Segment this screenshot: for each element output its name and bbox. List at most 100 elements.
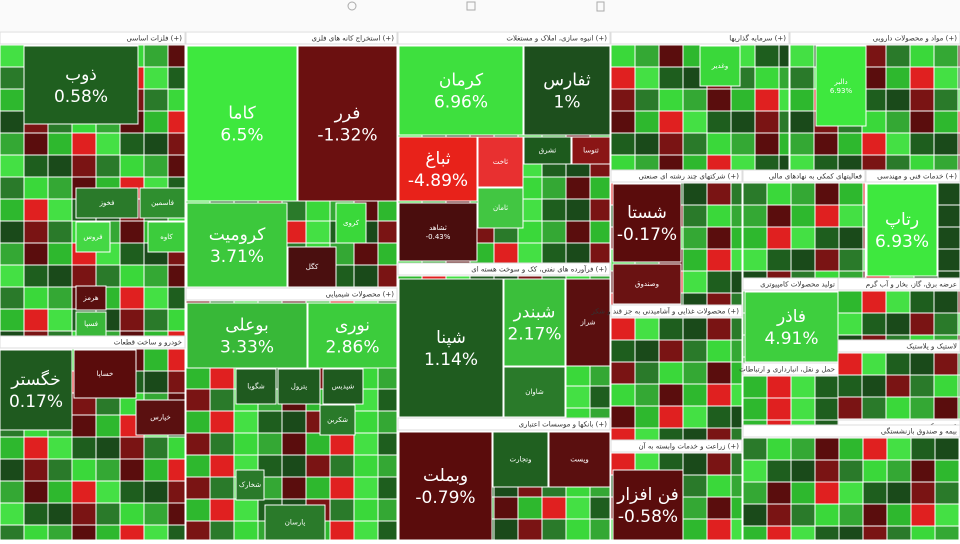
tile[interactable] (167, 132, 186, 156)
tile[interactable] (730, 452, 743, 476)
tile[interactable] (589, 385, 611, 409)
tile[interactable] (565, 385, 591, 409)
tile[interactable] (885, 154, 911, 171)
tile[interactable] (742, 270, 768, 279)
tile[interactable] (790, 419, 816, 426)
tile[interactable] (143, 458, 169, 482)
tile[interactable] (934, 503, 960, 527)
tile[interactable] (185, 410, 211, 434)
tile[interactable] (277, 368, 321, 405)
tile[interactable] (589, 176, 611, 200)
tile[interactable] (398, 45, 524, 136)
tile[interactable] (682, 182, 708, 206)
tile[interactable] (861, 334, 887, 341)
tile[interactable] (706, 132, 732, 156)
tile[interactable] (766, 397, 792, 421)
tile[interactable] (837, 374, 863, 398)
tile[interactable] (909, 374, 935, 398)
tile[interactable] (119, 458, 145, 482)
tile[interactable] (23, 458, 49, 482)
tile[interactable] (937, 204, 960, 228)
tile[interactable] (353, 454, 379, 478)
tile[interactable] (589, 242, 611, 264)
tile[interactable] (706, 182, 732, 206)
tile[interactable] (167, 66, 186, 90)
tile[interactable] (885, 132, 911, 156)
tile[interactable] (264, 504, 326, 541)
tile[interactable] (730, 270, 743, 294)
tile[interactable] (143, 264, 169, 288)
tile[interactable] (185, 476, 211, 500)
tile[interactable] (143, 348, 169, 372)
tile[interactable] (682, 154, 708, 171)
tile[interactable] (281, 432, 307, 456)
tile[interactable] (730, 496, 743, 520)
tile[interactable] (119, 242, 145, 266)
tile[interactable] (233, 410, 259, 434)
tile[interactable] (814, 204, 840, 228)
tile[interactable] (565, 496, 591, 520)
tile[interactable] (778, 44, 790, 68)
tile[interactable] (23, 436, 49, 460)
tile[interactable] (789, 154, 815, 171)
tile[interactable] (23, 264, 49, 288)
tile[interactable] (861, 132, 887, 156)
tile[interactable] (861, 154, 887, 171)
tile[interactable] (167, 44, 186, 68)
tile[interactable] (610, 427, 636, 441)
tile[interactable] (0, 308, 25, 332)
tile[interactable] (766, 437, 792, 461)
tile[interactable] (937, 226, 960, 250)
tile[interactable] (610, 383, 636, 407)
tile[interactable] (838, 437, 864, 461)
tile[interactable] (682, 427, 708, 441)
tile[interactable] (706, 270, 732, 294)
tile[interactable] (23, 330, 49, 337)
tile[interactable] (610, 317, 636, 341)
tile[interactable] (353, 264, 379, 288)
tile[interactable] (706, 474, 732, 498)
tile[interactable] (0, 198, 25, 222)
tile[interactable] (119, 286, 145, 310)
tile[interactable] (23, 220, 49, 244)
tile[interactable] (23, 154, 49, 178)
tile[interactable] (838, 248, 864, 272)
tile[interactable] (119, 308, 145, 332)
tile[interactable] (742, 459, 768, 483)
tile[interactable] (167, 370, 186, 394)
tile[interactable] (730, 383, 743, 407)
tile[interactable] (71, 132, 97, 156)
tile[interactable] (477, 136, 524, 188)
tile[interactable] (937, 182, 960, 206)
tile[interactable] (119, 436, 145, 460)
tile[interactable] (730, 132, 756, 156)
tile[interactable] (909, 154, 935, 171)
tile[interactable] (377, 198, 398, 222)
tile[interactable] (766, 204, 792, 228)
tile[interactable] (0, 220, 25, 244)
tile[interactable] (706, 317, 732, 341)
tile[interactable] (814, 419, 839, 426)
tile[interactable] (75, 285, 107, 311)
tile[interactable] (778, 132, 790, 156)
tile[interactable] (305, 220, 331, 244)
tile[interactable] (235, 469, 265, 501)
tile[interactable] (23, 502, 49, 526)
tile[interactable] (790, 375, 816, 399)
tile[interactable] (862, 204, 866, 228)
tile[interactable] (682, 248, 708, 272)
tile[interactable] (71, 458, 97, 482)
tile[interactable] (813, 154, 839, 171)
tile[interactable] (754, 44, 780, 68)
tile[interactable] (706, 226, 732, 250)
tile[interactable] (565, 242, 591, 264)
tile[interactable] (377, 454, 398, 478)
tile[interactable] (95, 524, 121, 541)
tile[interactable] (589, 220, 611, 244)
tile[interactable] (143, 286, 169, 310)
tile[interactable] (682, 496, 708, 520)
tile[interactable] (23, 242, 49, 266)
tile[interactable] (377, 410, 398, 434)
tile[interactable] (47, 524, 73, 541)
tile[interactable] (119, 264, 145, 288)
